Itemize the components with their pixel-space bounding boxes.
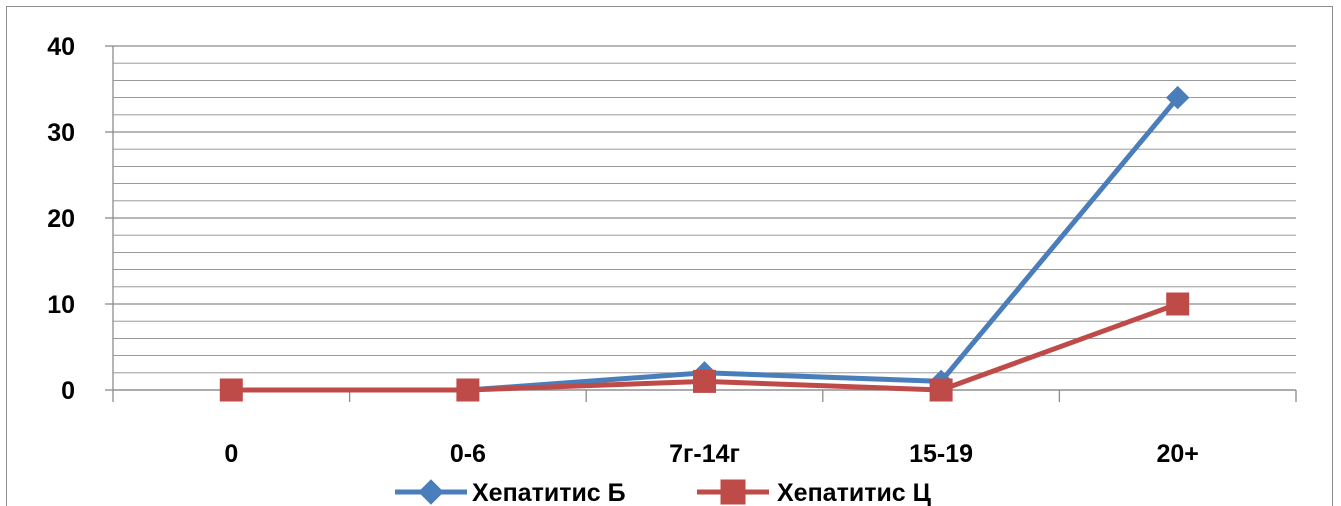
x-tick-label: 15-19 xyxy=(909,440,973,468)
y-tick-labels: 0 10 20 30 40 xyxy=(47,33,75,405)
chart-frame xyxy=(6,6,1333,506)
x-tick-label: 7г-14г xyxy=(669,440,740,468)
legend: Хепатитис Б Хепатитис Ц xyxy=(395,479,932,506)
data-point-square xyxy=(219,378,243,402)
data-point-square xyxy=(1166,292,1190,316)
y-tick-label: 40 xyxy=(47,33,75,61)
data-point-diamond xyxy=(1165,85,1190,110)
series-2 xyxy=(219,292,1190,402)
legend-label: Хепатитис Б xyxy=(472,479,626,506)
axes xyxy=(105,45,1297,402)
data-point-square xyxy=(456,378,480,402)
y-tick-label: 30 xyxy=(47,119,75,147)
x-tick-label: 0-6 xyxy=(450,440,486,468)
legend-label: Хепатитис Ц xyxy=(777,479,932,506)
gridlines xyxy=(113,45,1296,391)
y-tick-label: 10 xyxy=(47,291,75,319)
data-point-square xyxy=(693,369,716,393)
y-tick-label: 20 xyxy=(47,205,75,233)
x-tick-label: 20+ xyxy=(1156,440,1198,468)
data-point-diamond xyxy=(418,479,444,505)
series-layer xyxy=(219,85,1190,402)
y-tick-label: 0 xyxy=(61,377,75,405)
data-point-square xyxy=(929,378,953,402)
data-point-square xyxy=(720,479,746,505)
legend-item: Хепатитис Б xyxy=(395,479,626,506)
legend-item: Хепатитис Ц xyxy=(697,479,932,506)
x-tick-labels: 0 0-6 7г-14г 15-19 20+ xyxy=(224,440,1199,468)
x-tick-label: 0 xyxy=(224,440,238,468)
series-line xyxy=(228,95,1181,393)
